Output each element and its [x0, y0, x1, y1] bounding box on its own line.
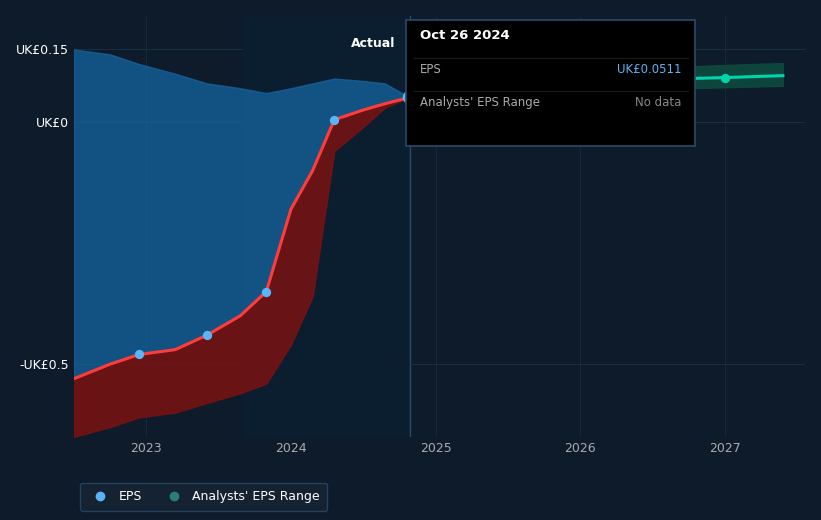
Point — [574, 78, 587, 86]
Point — [403, 93, 416, 101]
Text: UK£0.0511: UK£0.0511 — [617, 63, 681, 76]
Legend: EPS, Analysts' EPS Range: EPS, Analysts' EPS Range — [80, 483, 328, 511]
Point — [132, 350, 145, 359]
FancyBboxPatch shape — [406, 20, 695, 146]
Text: Actual: Actual — [351, 37, 395, 50]
Point — [200, 331, 213, 339]
Point — [403, 93, 416, 101]
Bar — [243, 16, 410, 437]
Text: EPS: EPS — [420, 63, 441, 76]
Point — [259, 288, 273, 296]
Point — [454, 85, 467, 94]
Point — [328, 115, 341, 124]
Text: Analysts Forecasts: Analysts Forecasts — [424, 37, 540, 50]
Point — [718, 73, 732, 82]
Text: Oct 26 2024: Oct 26 2024 — [420, 29, 509, 42]
Text: Analysts' EPS Range: Analysts' EPS Range — [420, 97, 539, 110]
Text: No data: No data — [635, 97, 681, 110]
